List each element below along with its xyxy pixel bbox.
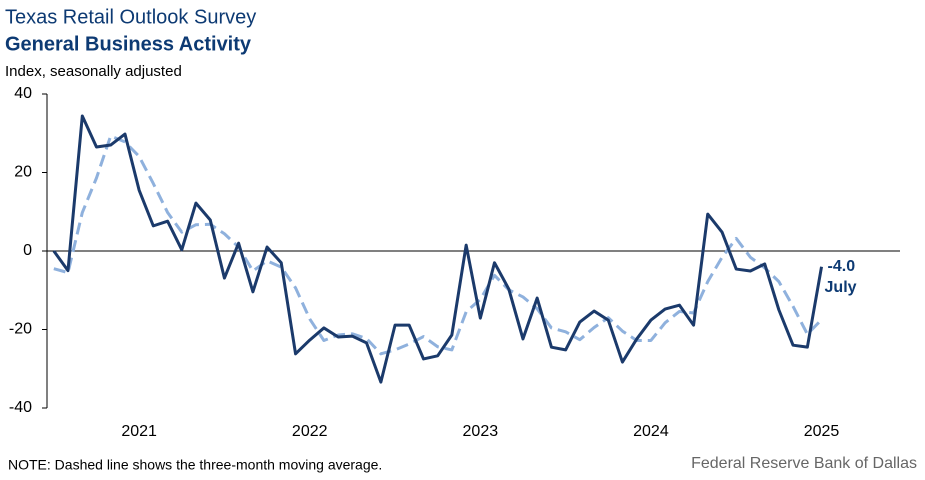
chart-subtitle: General Business Activity <box>5 33 252 55</box>
source: Federal Reserve Bank of Dallas <box>691 455 917 472</box>
line-series <box>52 114 824 384</box>
y-tick-label: 20 <box>14 164 32 181</box>
x-tick-label: 2024 <box>633 423 669 440</box>
y-tick-label: -20 <box>9 321 32 338</box>
note: NOTE: Dashed line shows the three-month … <box>8 457 382 473</box>
chart-title: Texas Retail Outlook Survey <box>5 6 256 28</box>
line-series <box>53 134 823 356</box>
y-tick-label: -40 <box>9 399 32 416</box>
x-tick-label: 2025 <box>804 423 840 440</box>
annotation: July <box>825 279 857 296</box>
y-tick-label: 0 <box>23 242 32 259</box>
data-label: -4.0 <box>828 258 856 275</box>
x-tick-label: 2023 <box>463 423 499 440</box>
x-tick-label: 2021 <box>121 423 157 440</box>
x-tick-label: 2022 <box>292 423 328 440</box>
y-tick-label: 40 <box>14 85 32 102</box>
y-axis-label: Index, seasonally adjusted <box>5 63 182 80</box>
